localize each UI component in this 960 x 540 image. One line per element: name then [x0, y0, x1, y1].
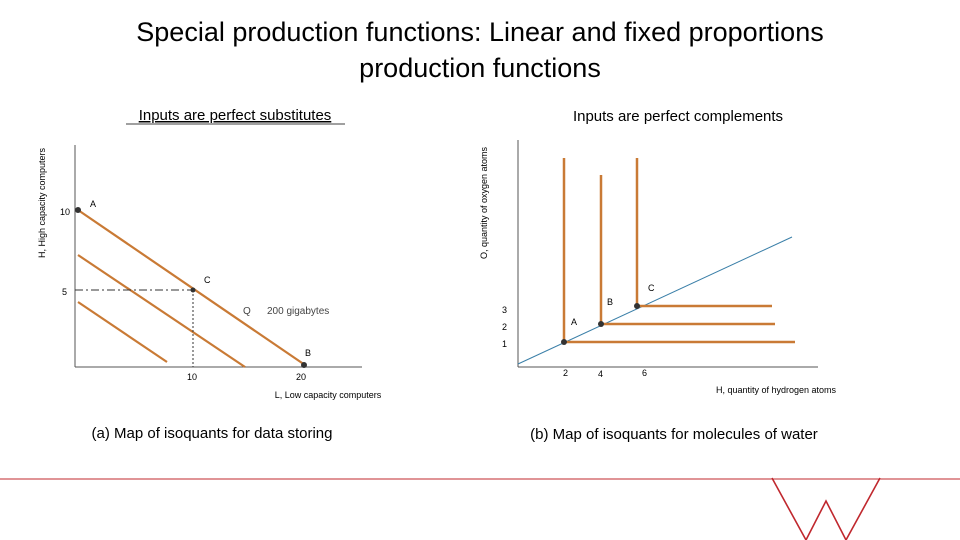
left-point-a-label: A	[90, 199, 96, 209]
right-isoquant-b	[599, 175, 775, 326]
right-expansion-ray	[517, 236, 793, 365]
right-tick-x-4: 4	[598, 369, 603, 379]
left-tick-y-5: 5	[62, 287, 67, 297]
right-isoquant-c	[635, 158, 772, 308]
right-point-a-label: A	[571, 317, 577, 327]
left-point-c	[190, 287, 196, 293]
right-x-axis-label: H, quantity of hydrogen atoms	[716, 385, 837, 395]
right-point-b	[598, 321, 604, 327]
left-isoquant-middle	[77, 209, 306, 366]
slide-title-line-1: Special production functions: Linear and…	[136, 17, 824, 47]
right-caption: (b) Map of isoquants for molecules of wa…	[530, 426, 818, 443]
right-panel: Inputs are perfect complements O, quanti…	[479, 108, 837, 443]
left-y-axis-label: H, High capacity computers	[37, 147, 47, 258]
left-point-b-label: B	[305, 348, 311, 358]
right-y-axis-label: O, quantity of oxygen atoms	[479, 146, 489, 259]
right-point-c	[634, 303, 640, 309]
left-caption: (a) Map of isoquants for data storing	[92, 425, 333, 442]
right-tick-x-6: 6	[642, 368, 647, 378]
right-tick-y-3: 3	[502, 305, 507, 315]
right-point-b-label: B	[607, 297, 613, 307]
left-tick-y-10: 10	[60, 207, 70, 217]
right-tick-x-2: 2	[563, 368, 568, 378]
left-tick-x-20: 20	[296, 372, 306, 382]
left-point-b	[301, 362, 307, 368]
left-isoquant-value-label: 200 gigabytes	[267, 306, 329, 317]
left-point-a	[75, 207, 81, 213]
slide-title-line-2: production functions	[359, 53, 601, 83]
left-isoquant-lower	[77, 254, 246, 368]
left-x-axis-label: L, Low capacity computers	[275, 390, 382, 400]
right-point-a	[561, 339, 567, 345]
slide-title: Special production functions: Linear and…	[40, 14, 920, 86]
footer-w-logo	[771, 477, 881, 540]
left-isoquant-q-label: Q	[243, 306, 251, 317]
left-isoquant-lowest	[77, 301, 168, 363]
footer-decoration	[0, 477, 960, 540]
left-point-c-label: C	[204, 275, 211, 285]
right-point-c-label: C	[648, 283, 655, 293]
right-tick-y-2: 2	[502, 322, 507, 332]
right-isoquant-a	[562, 158, 795, 344]
left-panel: Inputs are perfect substitutes H, High c…	[37, 107, 382, 442]
left-subtitle: Inputs are perfect substitutes	[139, 107, 332, 124]
left-tick-x-10: 10	[187, 372, 197, 382]
right-tick-y-1: 1	[502, 339, 507, 349]
right-subtitle: Inputs are perfect complements	[573, 108, 783, 125]
